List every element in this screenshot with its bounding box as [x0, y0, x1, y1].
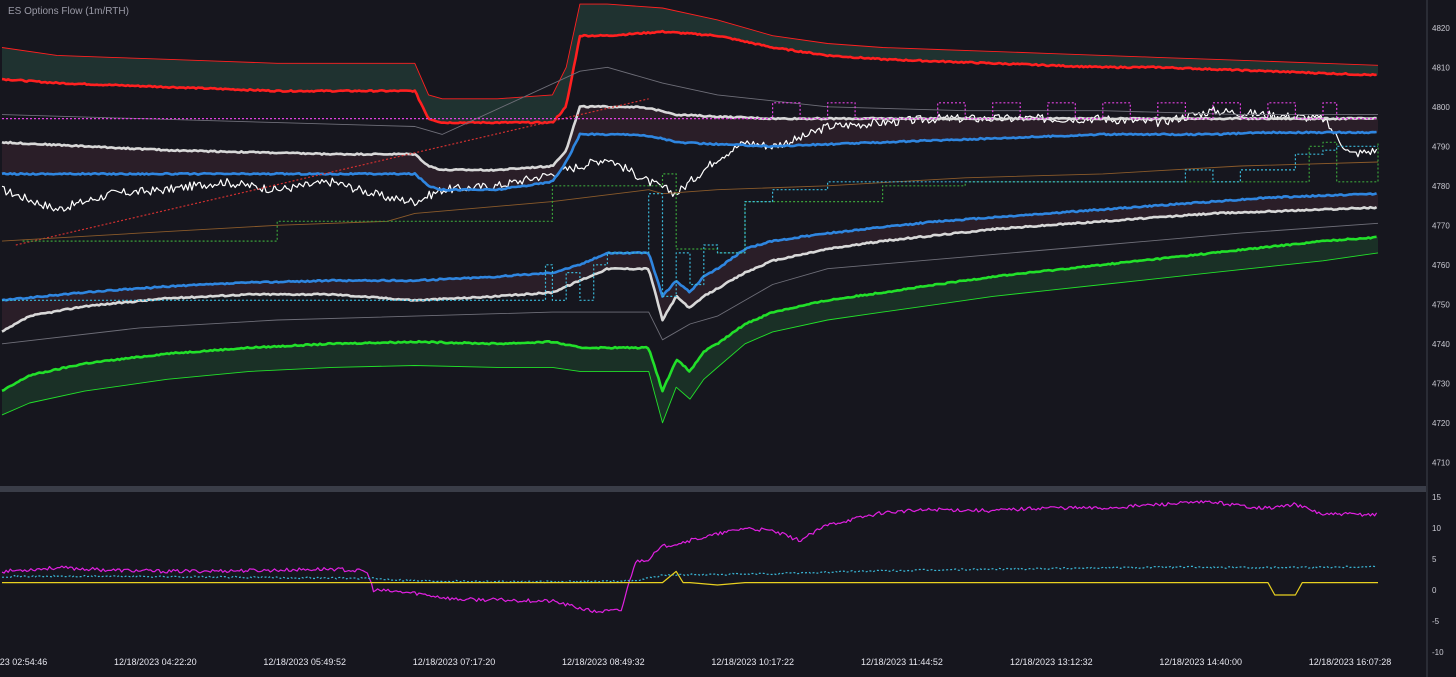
chart-title: ES Options Flow (1m/RTH)	[8, 6, 129, 17]
y-tick-label: -5	[1432, 617, 1440, 626]
series-cyan-dotted-flow	[2, 565, 1377, 584]
bottom-y-axis: -10 -5 0 5 10 15	[1432, 493, 1444, 657]
y-tick-label: 5	[1432, 555, 1437, 564]
series-blue-upper	[1, 130, 1377, 192]
y-tick-label: 4720	[1432, 419, 1450, 428]
series-red-outer	[1, 3, 1379, 100]
series-red-upper	[1, 29, 1377, 125]
series-green-lower	[1, 235, 1377, 393]
top-y-axis: 4710 4720 4730 4740 4750 4760 4770 4780 4790 4800…	[1432, 24, 1450, 468]
time-axis: 12/18/2023 02:54:46 12/18/2023 04:22:20 12…	[0, 657, 1391, 667]
y-tick-label: 4740	[1432, 340, 1450, 349]
y-tick-label: 4820	[1432, 24, 1450, 33]
band-green	[2, 237, 1378, 423]
y-tick-label: 4780	[1432, 182, 1450, 191]
y-tick-label: -10	[1432, 648, 1444, 657]
y-tick-label: 4760	[1432, 261, 1450, 270]
series-gray-upper-thin	[1, 66, 1378, 135]
y-tick-label: 10	[1432, 524, 1441, 533]
x-tick-label: 12/18/2023 16:07:28	[1309, 657, 1392, 667]
y-tick-label: 4800	[1432, 103, 1450, 112]
pane-separator[interactable]	[0, 486, 1428, 492]
x-tick-label: 12/18/2023 14:40:00	[1159, 657, 1242, 667]
y-tick-label: 4810	[1432, 63, 1450, 72]
y-tick-label: 4790	[1432, 142, 1450, 151]
series-brown-thin	[1, 161, 1379, 242]
series-magenta-dotted	[2, 102, 1378, 120]
y-tick-label: 4710	[1432, 458, 1450, 467]
y-tick-label: 4730	[1432, 379, 1450, 388]
x-tick-label: 12/18/2023 02:54:46	[0, 657, 47, 667]
x-tick-label: 12/18/2023 04:22:20	[114, 657, 197, 667]
bottom-pane-series	[1, 500, 1378, 614]
series-magenta-flow	[1, 500, 1378, 614]
y-tick-label: 0	[1432, 586, 1437, 595]
top-pane-series	[1, 3, 1379, 424]
band-lower-mid	[2, 193, 1378, 332]
price-axis-border	[1426, 0, 1428, 677]
y-tick-label: 15	[1432, 493, 1441, 502]
x-tick-label: 12/18/2023 05:49:52	[263, 657, 346, 667]
x-tick-label: 12/18/2023 07:17:20	[413, 657, 496, 667]
series-yellow-flow	[2, 570, 1378, 596]
series-gray-lower-thin	[1, 222, 1379, 345]
x-tick-label: 12/18/2023 10:17:22	[711, 657, 794, 667]
series-white-lower	[1, 205, 1378, 333]
series-red-dotted-trend	[15, 98, 649, 246]
x-tick-label: 12/18/2023 13:12:32	[1010, 657, 1093, 667]
series-blue-lower	[1, 192, 1378, 302]
y-tick-label: 4750	[1432, 300, 1450, 309]
band-upper-mid	[2, 106, 1378, 190]
series-cyan-dotted	[2, 145, 1378, 301]
x-tick-label: 12/18/2023 08:49:32	[562, 657, 645, 667]
y-tick-label: 4770	[1432, 221, 1450, 230]
series-green-outer	[1, 252, 1379, 424]
series-green-dotted	[22, 141, 1379, 254]
series-white-upper	[1, 104, 1377, 172]
x-tick-label: 12/18/2023 11:44:52	[861, 657, 943, 667]
